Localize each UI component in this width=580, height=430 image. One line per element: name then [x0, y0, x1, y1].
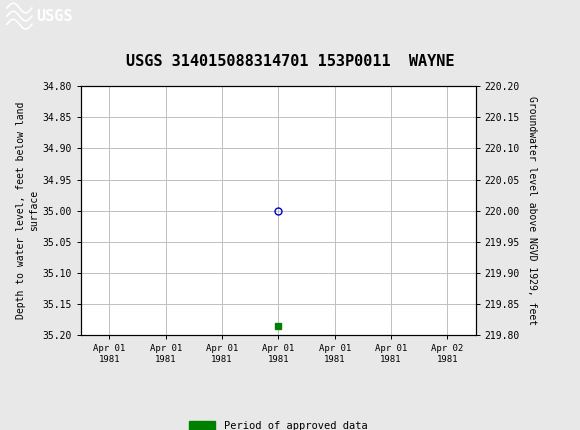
Text: USGS 314015088314701 153P0011  WAYNE: USGS 314015088314701 153P0011 WAYNE — [126, 54, 454, 69]
Y-axis label: Groundwater level above NGVD 1929, feet: Groundwater level above NGVD 1929, feet — [527, 96, 537, 325]
Y-axis label: Depth to water level, feet below land
surface: Depth to water level, feet below land su… — [16, 102, 39, 319]
Text: USGS: USGS — [36, 9, 72, 24]
Legend: Period of approved data: Period of approved data — [185, 416, 372, 430]
